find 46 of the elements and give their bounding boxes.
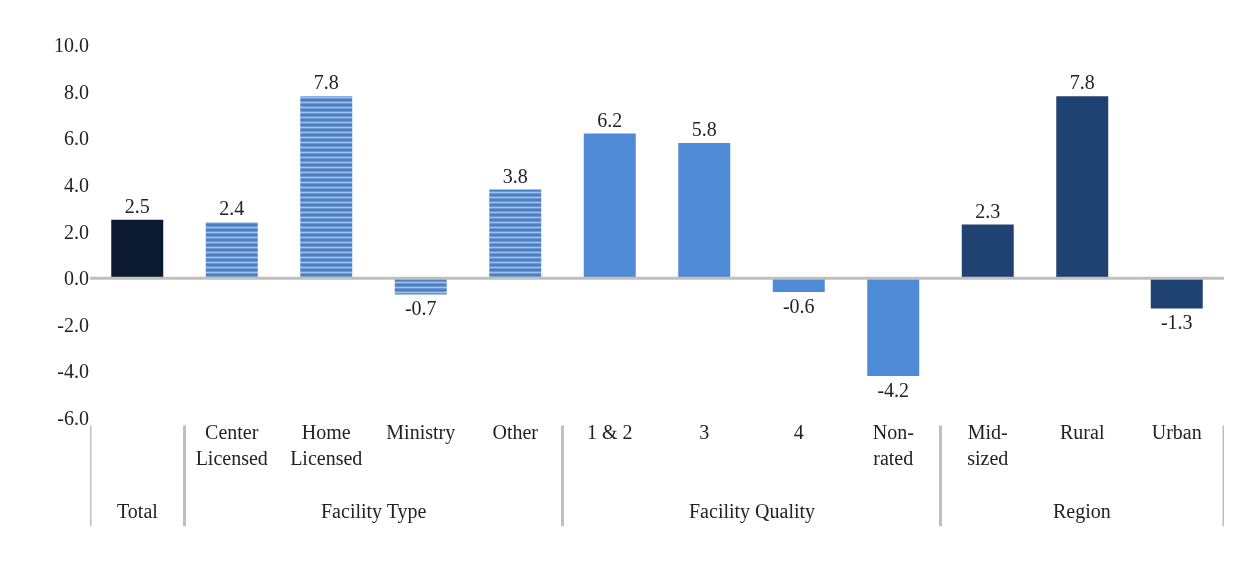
data-label: 2.4 (219, 197, 245, 220)
data-label: 2.5 (124, 194, 150, 217)
x-tick-label: 4 (793, 421, 804, 443)
text: Facility Type (321, 500, 427, 523)
data-label: -4.2 (877, 379, 910, 402)
bar (300, 96, 353, 279)
y-tick-label: 10.0 (54, 34, 89, 56)
y-tick-label: 4.0 (64, 173, 89, 196)
bar (678, 142, 731, 279)
data-label: -0.6 (782, 295, 815, 318)
y-tick-label: 8.0 (64, 80, 89, 103)
y-tick-label: -4.0 (57, 360, 89, 383)
x-tick-label: Rural (1060, 421, 1105, 443)
x-tick-label: Home Licensed (290, 421, 363, 469)
data-label: -0.7 (404, 297, 437, 320)
data-label: 6.2 (597, 108, 623, 131)
x-tick-label: Mid-sized (967, 421, 1009, 469)
x-tick-label: Other (492, 421, 539, 443)
bar (961, 224, 1014, 279)
bar (867, 278, 920, 377)
data-label: 5.8 (691, 117, 717, 140)
data-label: 3.8 (502, 164, 528, 187)
data-label: -1.3 (1160, 311, 1193, 334)
x-tick-label: Non-rated (872, 421, 914, 469)
y-tick-label: 0.0 (64, 267, 89, 290)
bar (1056, 96, 1109, 279)
text: Total (117, 500, 159, 522)
text: Region (1053, 500, 1111, 523)
x-tick-label: Urban (1151, 421, 1202, 443)
text: Facility Quality (689, 500, 816, 523)
y-tick-label: 6.0 (64, 127, 89, 150)
bar (489, 189, 542, 279)
data-label: 7.8 (313, 71, 339, 94)
bar (583, 133, 636, 279)
y-tick-label: -6.0 (57, 407, 89, 429)
x-tick-label: 1 & 2 (586, 421, 633, 443)
x-tick-label: Center Licensed (195, 421, 268, 469)
y-tick-label: 2.0 (64, 220, 89, 243)
data-label: 7.8 (1069, 71, 1095, 94)
y-tick-label: -2.0 (57, 313, 89, 336)
x-tick-label: 3 (699, 421, 710, 443)
bar (205, 222, 258, 279)
bar (111, 219, 164, 279)
x-tick-label: Ministry (386, 421, 456, 444)
data-label: 2.3 (975, 199, 1001, 222)
bar (1150, 278, 1203, 309)
